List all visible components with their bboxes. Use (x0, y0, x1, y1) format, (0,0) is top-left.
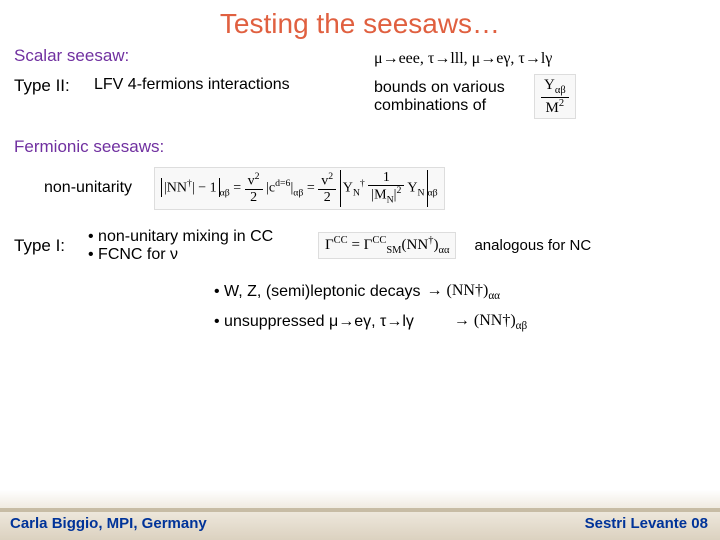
wz-arrow-nnt: → (NN†)αα (427, 282, 501, 302)
footer-event: Sestri Levante 08 (585, 515, 708, 532)
bullet-nonunitary-cc: non-unitary mixing in CC (88, 228, 318, 246)
decay-processes: μ→eee, τ→lll, μ→eγ, τ→lγ (374, 50, 706, 68)
formula-nonunitarity: |NN†| − 1αβ = v22 |cd=6|αβ = v22 YN† 1|M… (154, 167, 445, 210)
lfv-text: LFV 4-fermions interactions (94, 76, 374, 94)
bullet-fcnc: FCNC for ν (88, 246, 318, 264)
fermionic-seesaw-label: Fermionic seesaws: (14, 137, 706, 157)
bounds-text: bounds on various combinations of (374, 79, 534, 115)
type-i-label: Type I: (14, 236, 86, 256)
footer: Carla Biggio, MPI, Germany Sestri Levant… (0, 490, 720, 540)
analogous-nc: analogous for NC (474, 237, 591, 254)
bullet-wz-decays: • W, Z, (semi)leptonic decays (214, 283, 421, 301)
slide-title: Testing the seesaws… (0, 0, 720, 40)
footer-author: Carla Biggio, MPI, Germany (10, 515, 207, 532)
bullet-unsuppressed: • unsuppressed μ→eγ, τ→lγ (214, 313, 414, 331)
nonunitarity-label: non-unitarity (14, 179, 154, 197)
formula-gamma-cc: ΓCC = ΓCCSM(NN†)αα (318, 232, 456, 259)
formula-yab-m2: YαβM2 (534, 74, 576, 119)
type-ii-label: Type II: (14, 76, 94, 96)
unsupp-arrow-nnt: → (NN†)αβ (454, 312, 527, 332)
